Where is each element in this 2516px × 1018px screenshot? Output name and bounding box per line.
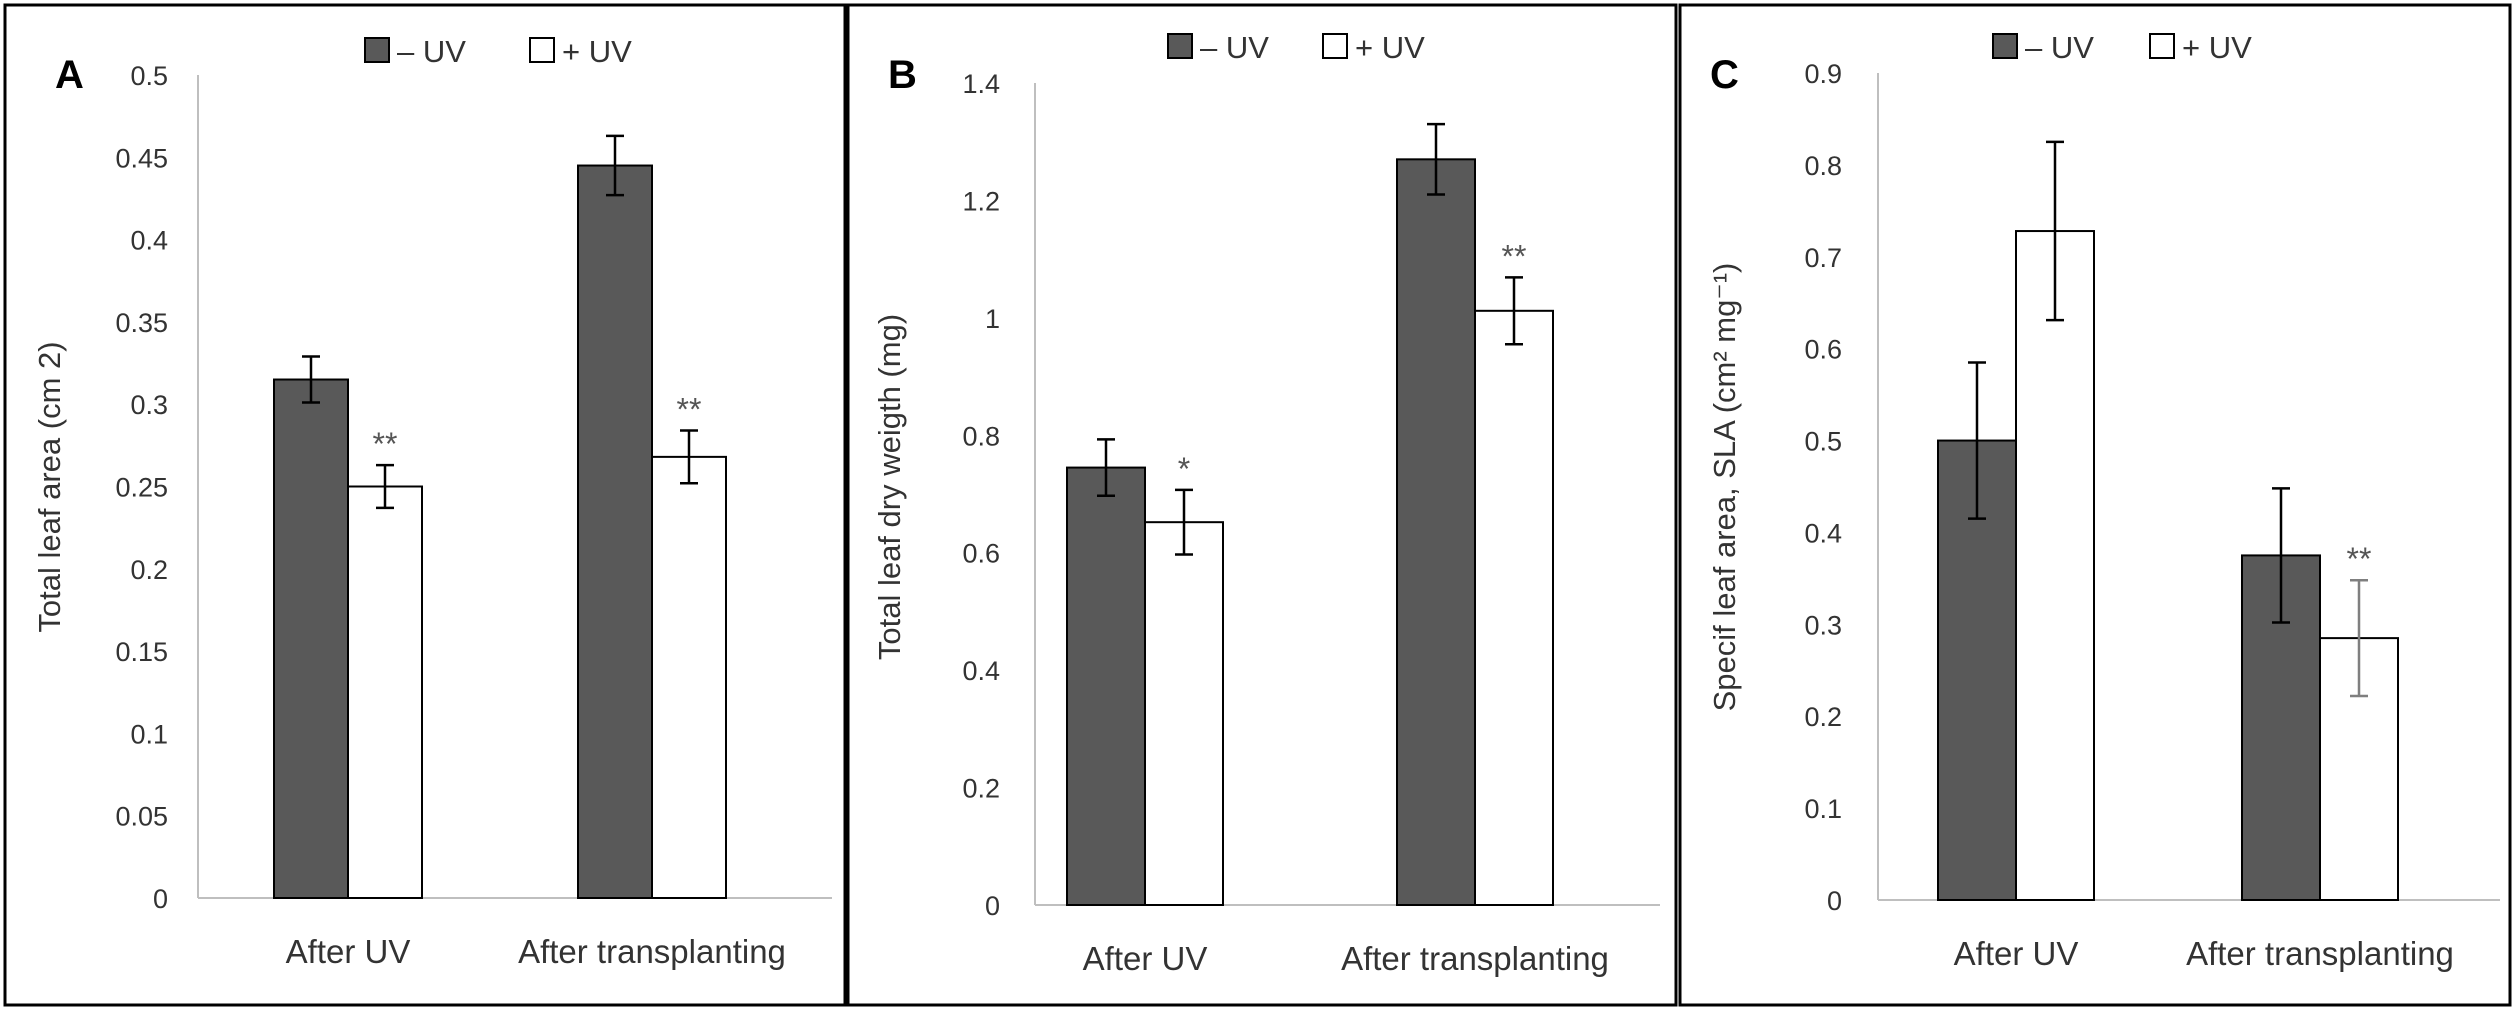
y-tick-label: 0.3 — [130, 390, 168, 420]
significance-mark: ** — [677, 392, 702, 428]
y-tick-label: 0.2 — [130, 555, 168, 585]
y-tick-label: 0 — [153, 884, 168, 914]
bar — [577, 164, 653, 899]
legend-swatch — [2149, 33, 2175, 59]
x-category-label: After UV — [1954, 935, 2079, 972]
x-category-label: After transplanting — [518, 933, 786, 970]
y-axis-title: Total leaf area (cm 2) — [32, 341, 67, 632]
x-category-label: After transplanting — [2186, 935, 2454, 972]
y-tick-label: 1.2 — [962, 186, 1000, 216]
legend-swatch — [1167, 33, 1193, 59]
bar — [347, 485, 423, 899]
bar — [1474, 309, 1554, 907]
y-tick-label: 1 — [985, 304, 1000, 334]
y-tick-label: 0.5 — [130, 61, 168, 91]
bar — [651, 455, 727, 899]
y-tick-label: 0.7 — [1804, 243, 1842, 273]
y-tick-label: 0.9 — [1804, 59, 1842, 89]
y-tick-label: 0.8 — [1804, 151, 1842, 181]
chart-panel-a: A 0 0.05 0.1 0.15 0.2 0.25 0.3 0.35 0.4 0.45 0.5 Tot… — [3, 3, 847, 1007]
significance-mark: ** — [1502, 238, 1527, 274]
y-tick-label: 1.4 — [962, 69, 1000, 99]
panel-frame — [1678, 3, 2512, 1007]
y-tick-label: 0.35 — [115, 308, 168, 338]
legend-label: + UV — [2182, 30, 2252, 65]
bar — [1144, 521, 1224, 906]
legend-swatch — [529, 37, 555, 63]
panel-letter: B — [888, 53, 917, 97]
y-tick-label: 0.8 — [962, 421, 1000, 451]
y-tick-label: 0.05 — [115, 802, 168, 832]
significance-mark: ** — [373, 426, 398, 462]
bar — [273, 378, 349, 899]
y-tick-label: 0.1 — [1804, 794, 1842, 824]
legend-swatch — [364, 37, 390, 63]
y-tick-label: 0 — [1827, 886, 1842, 916]
y-tick-label: 0.45 — [115, 143, 168, 173]
significance-mark: ** — [2347, 541, 2372, 577]
y-tick-label: 0.2 — [1804, 702, 1842, 732]
y-tick-label: 0.6 — [1804, 335, 1842, 365]
y-tick-label: 0.15 — [115, 637, 168, 667]
y-axis-title: Total leaf dry weigth (mg) — [872, 314, 907, 660]
y-tick-label: 0.6 — [962, 539, 1000, 569]
legend-label: + UV — [1355, 30, 1425, 65]
legend-label: – UV — [1200, 30, 1269, 65]
y-tick-label: 0.4 — [1804, 518, 1842, 548]
chart-panel-c: C 0 0.1 0.2 0.3 0.4 0.5 0.6 0.7 0.8 0.9 Specif leaf… — [1678, 3, 2512, 1007]
y-tick-label: 0.25 — [115, 473, 168, 503]
y-tick-label: 0.5 — [1804, 427, 1842, 457]
significance-mark: * — [1178, 451, 1190, 487]
bar — [1396, 158, 1476, 907]
x-category-label: After UV — [1083, 940, 1208, 977]
legend-label: – UV — [397, 34, 466, 69]
bar — [1066, 466, 1146, 906]
panel-frame — [846, 3, 1678, 1007]
panel-letter: C — [1710, 53, 1739, 97]
y-tick-label: 0 — [985, 891, 1000, 921]
x-category-label: After transplanting — [1341, 940, 1609, 977]
y-tick-label: 0.1 — [130, 719, 168, 749]
bar — [2015, 230, 2095, 901]
panel-letter: A — [55, 53, 84, 97]
y-tick-label: 0.2 — [962, 774, 1000, 804]
chart-panel-b: B 0 0.2 0.4 0.6 0.8 1 1.2 1.4 Total leaf dry weig… — [846, 3, 1678, 1007]
y-tick-label: 0.4 — [962, 656, 1000, 686]
legend-swatch — [1992, 33, 2018, 59]
y-tick-label: 0.3 — [1804, 610, 1842, 640]
legend-swatch — [1322, 33, 1348, 59]
y-tick-label: 0.4 — [130, 226, 168, 256]
legend-label: + UV — [562, 34, 632, 69]
legend-label: – UV — [2025, 30, 2094, 65]
panel-frame — [3, 3, 847, 1007]
x-category-label: After UV — [286, 933, 411, 970]
y-axis-title: Specif leaf area, SLA (cm² mg⁻¹) — [1707, 263, 1742, 712]
